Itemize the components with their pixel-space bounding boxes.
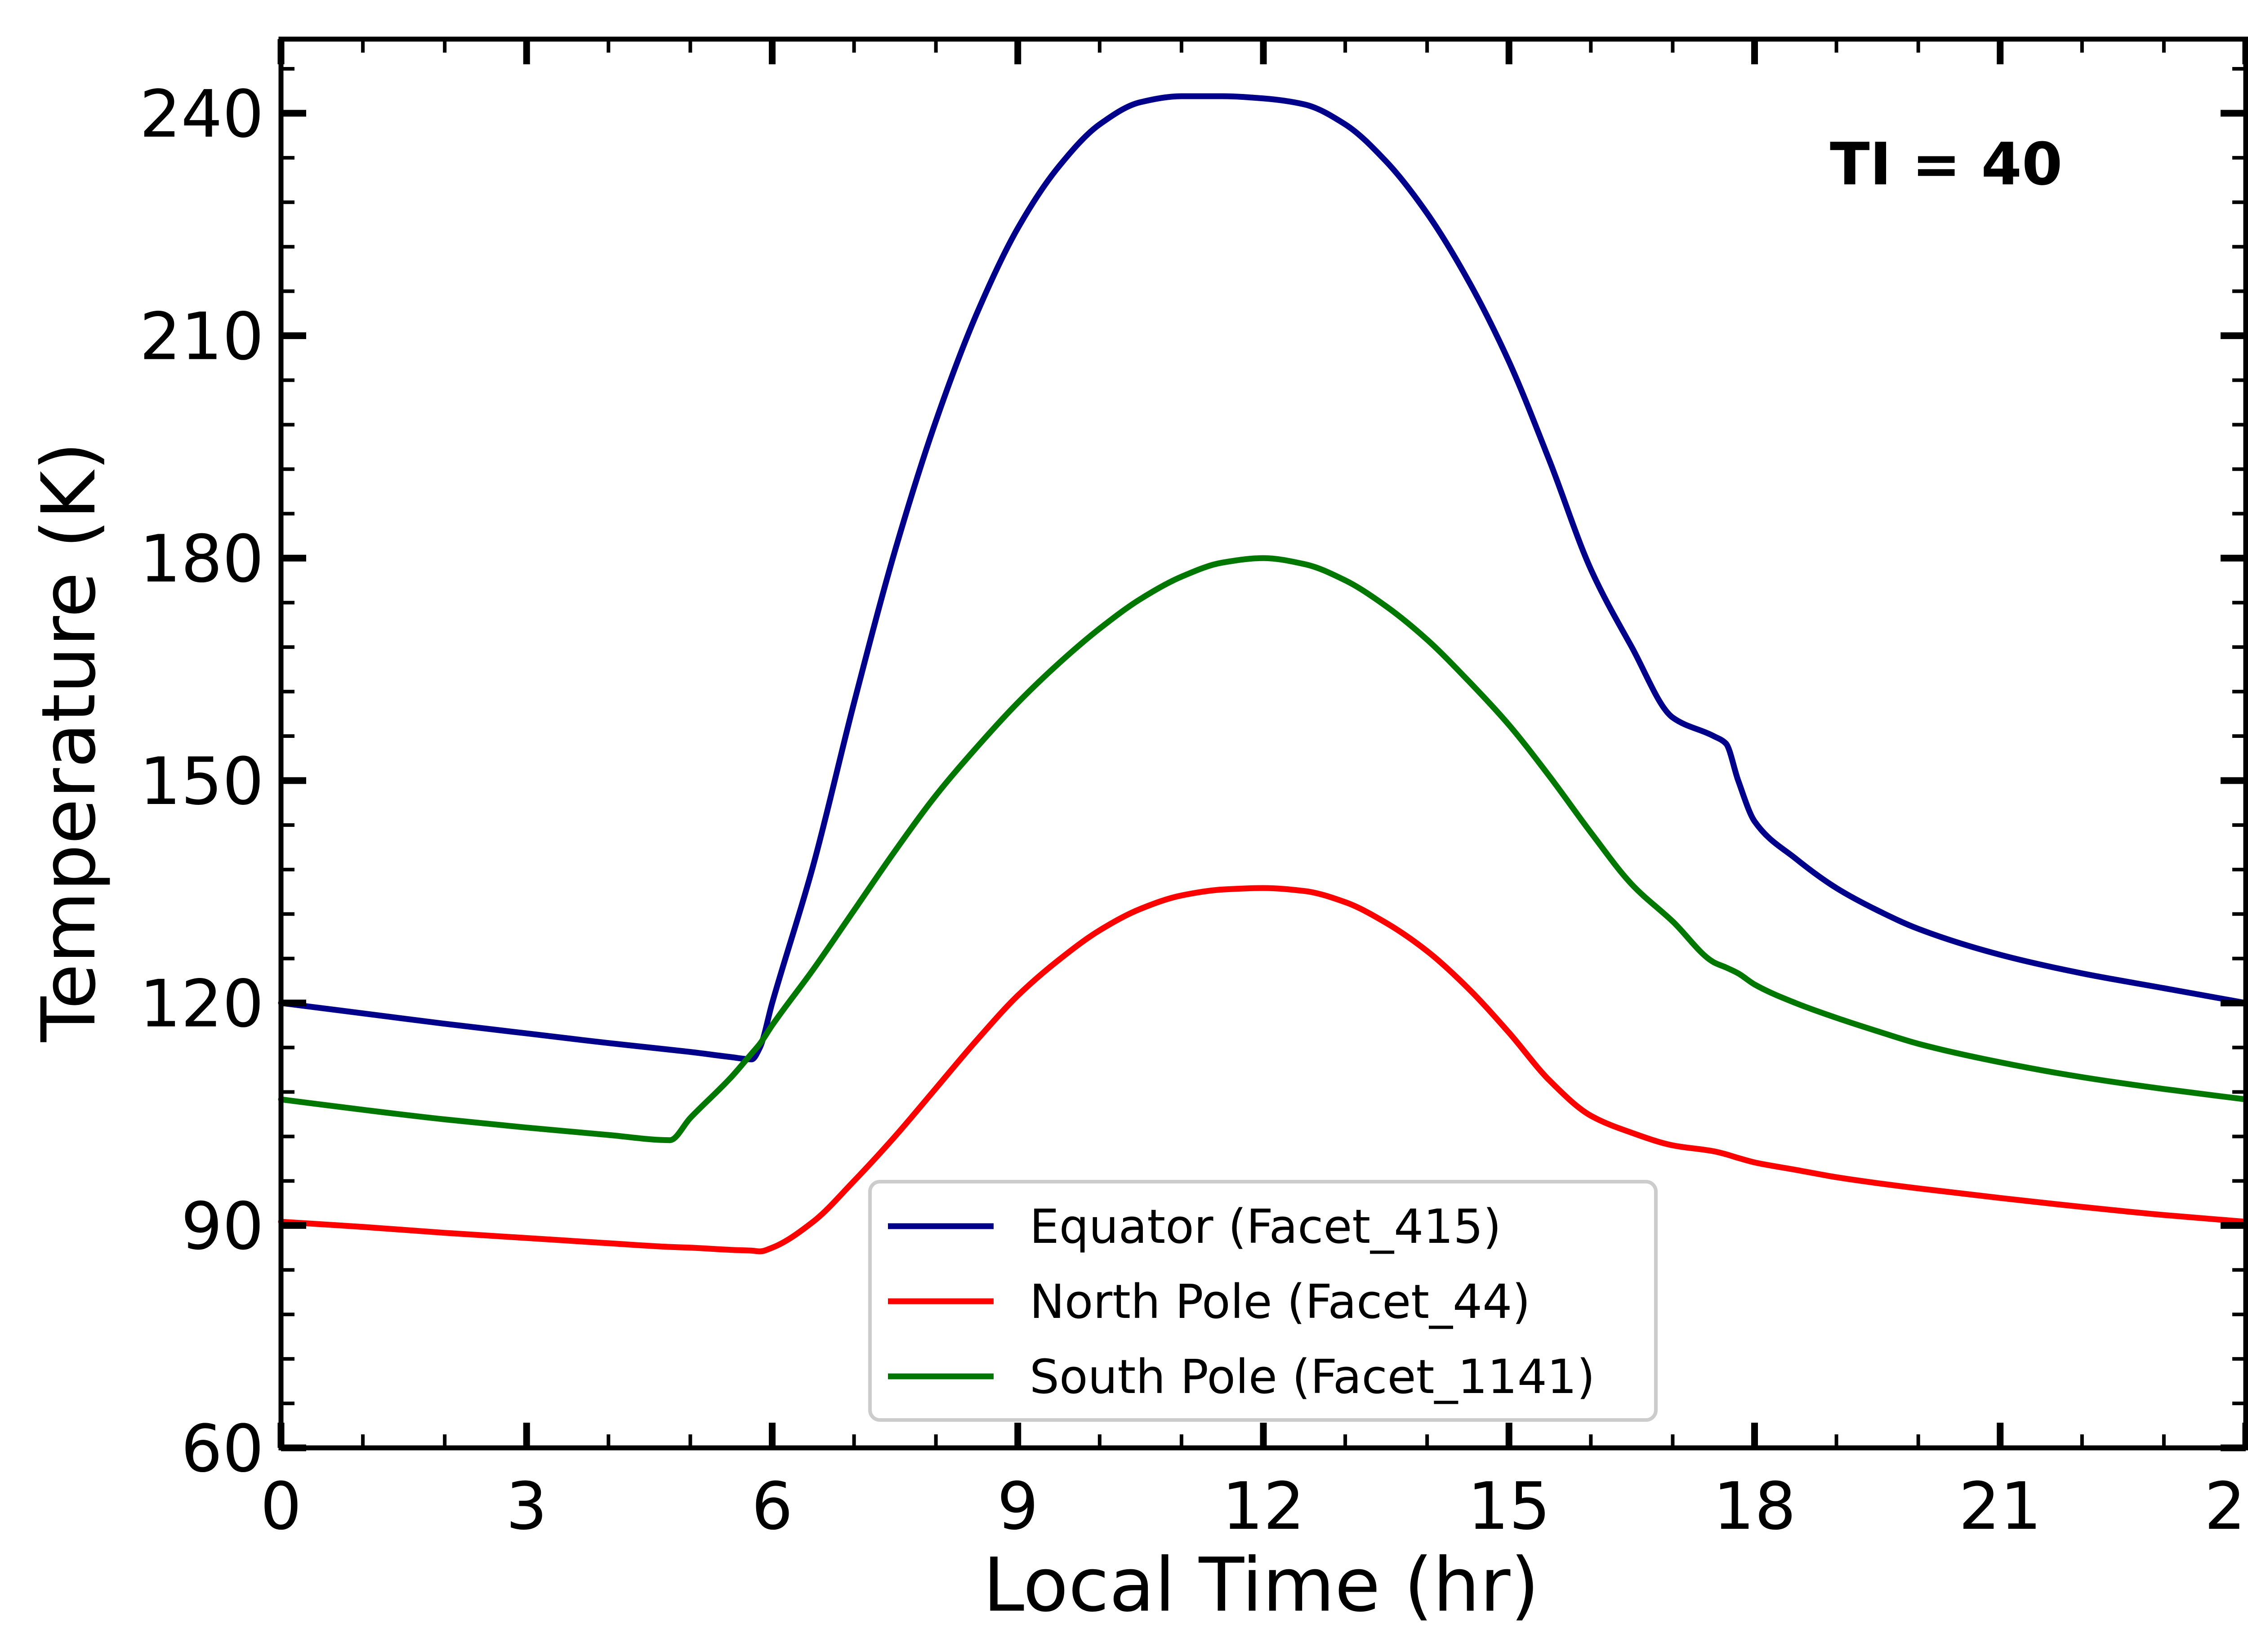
legend-entries: Equator (Facet_415) North Pole (Facet_44)… xyxy=(888,1199,1595,1404)
x-axis-title: Local Time (hr) xyxy=(983,1542,1539,1628)
legend-label-equator: Equator (Facet_415) xyxy=(1030,1199,1501,1254)
ti-annotation: TI = 40 xyxy=(1830,130,2062,198)
y-tick-label: 90 xyxy=(181,1188,264,1264)
axis-ticks xyxy=(277,39,2248,1451)
x-tick-label: 3 xyxy=(506,1469,547,1545)
x-tick-label: 6 xyxy=(751,1469,793,1545)
y-tick-label: 60 xyxy=(181,1411,264,1487)
y-tick-label: 210 xyxy=(139,299,264,375)
x-tick-label: 9 xyxy=(997,1469,1039,1545)
series-line-south-pole xyxy=(278,555,2248,1143)
x-tick-label: 24 xyxy=(2204,1469,2248,1545)
x-tick-label: 0 xyxy=(260,1469,302,1545)
y-tick-label: 180 xyxy=(139,521,264,597)
series-layer xyxy=(278,93,2248,1255)
legend-label-south-pole: South Pole (Facet_1141) xyxy=(1030,1349,1595,1404)
legend-label-north-pole: North Pole (Facet_44) xyxy=(1030,1274,1530,1329)
series-line-north-pole xyxy=(278,885,2248,1255)
y-axis-title: Temperature (K) xyxy=(26,442,112,1043)
x-tick-label: 21 xyxy=(1958,1469,2042,1545)
y-tick-label: 150 xyxy=(139,744,264,820)
x-tick-label: 12 xyxy=(1222,1469,1305,1545)
y-tick-label: 120 xyxy=(139,966,264,1042)
series-line-equator xyxy=(278,93,2248,1063)
legend: Equator (Facet_415) North Pole (Facet_44)… xyxy=(868,1180,1658,1422)
legend-box xyxy=(868,1180,1658,1422)
y-tick-label: 240 xyxy=(139,76,264,152)
axis-tick-labels: 0 3 6 9 12 15 18 21 24 60 90 120 150 180 210 240 xyxy=(139,76,2248,1545)
x-tick-label: 15 xyxy=(1467,1469,1551,1545)
x-tick-label: 18 xyxy=(1713,1469,1796,1545)
